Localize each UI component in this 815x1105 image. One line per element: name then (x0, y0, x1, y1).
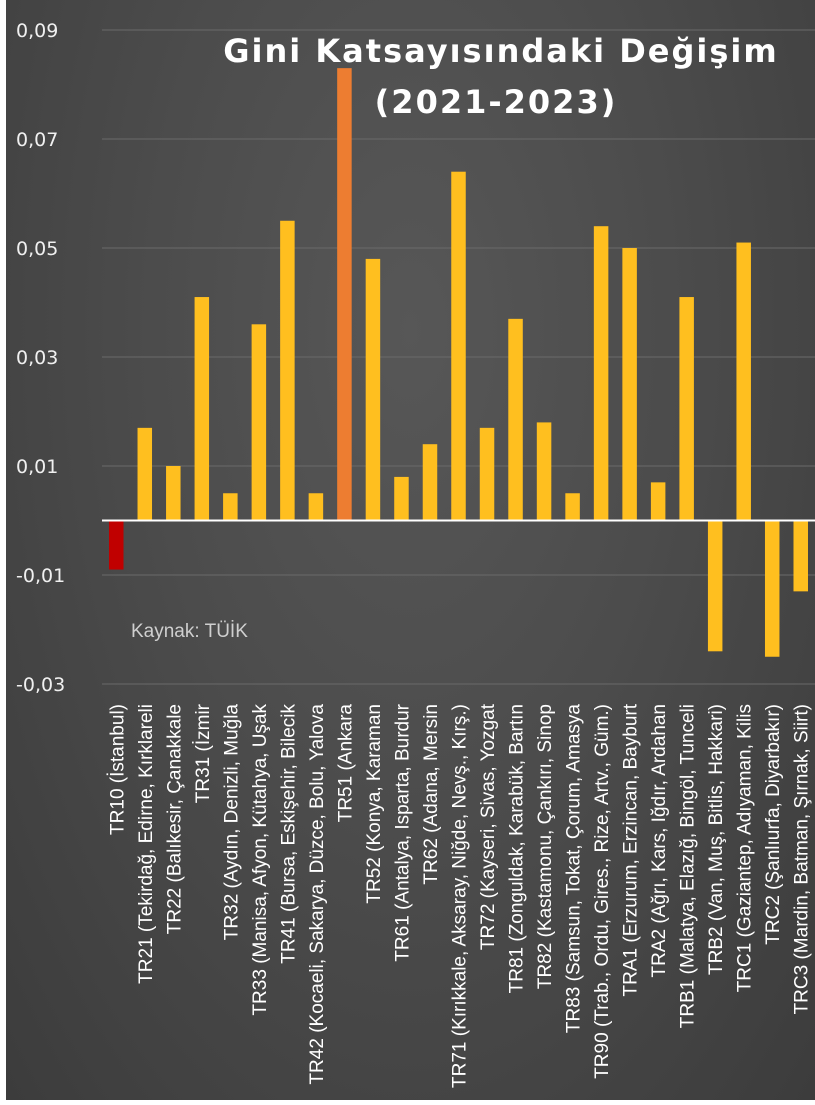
bar (707, 520, 723, 652)
category-label: TR51 (Ankara (335, 704, 356, 823)
bar (109, 520, 124, 570)
bar (137, 427, 153, 521)
category-labels: TR10 (İstanbul) TR21 (Tekirdağ, Edirne, K… (107, 703, 812, 1088)
category-label: TR10 (İstanbul) (107, 704, 128, 835)
category-label: TR33 (Manisa, Afyon, Kütahya, Uşak (250, 704, 271, 1016)
bar (622, 248, 637, 521)
category-label: TR62 (Adana, Mersin (421, 704, 442, 885)
y-tick-label: -0,01 (16, 565, 65, 587)
bar (394, 476, 409, 521)
bar (736, 242, 751, 521)
category-label: TR31 (İzmir (193, 703, 214, 803)
category-label: TRC1 (Gaziantep, Adıyaman, Kilis (735, 704, 756, 992)
bar (194, 297, 210, 521)
category-label: TRB1 (Malatya, Elazığ, Bingöl, Tunceli (678, 704, 699, 1028)
category-label: TR82 (Kastamonu, Çankırı, Sinop (535, 704, 556, 989)
category-label: TRC3 (Mardin, Batman, Şırnak, Siirt) (792, 704, 813, 1014)
chart-title-line2: (2021-2023) (375, 83, 618, 121)
category-label: TR81 (Zonguldak, Karabük, Bartın (507, 704, 528, 993)
bar (337, 68, 352, 521)
source-label: Kaynak: TÜİK (131, 621, 248, 642)
chart-title-line1: Gini Katsayısındaki Değişim (223, 32, 778, 70)
y-tick-label: 0,03 (16, 347, 58, 369)
category-label: TR83 (Samsun, Tokat, Çorum, Amasya (564, 704, 585, 1034)
category-label: TRB2 (Van, Muş, Bitlis, Hakkari) (706, 704, 727, 975)
bar (166, 466, 181, 521)
category-label: TR41 (Bursa, Eskişehir, Bilecik (278, 704, 299, 964)
y-tick-label: 0,05 (16, 238, 58, 260)
y-axis-ticks: 0,09 0,07 0,05 0,03 0,01 -0,01 -0,03 (16, 20, 65, 696)
y-tick-label: 0,09 (16, 20, 58, 42)
gini-bar-chart: 0,09 0,07 0,05 0,03 0,01 -0,01 -0,03 TR10 (İst… (16, 20, 815, 1088)
bar (422, 444, 438, 521)
bar (280, 220, 295, 521)
bar (593, 226, 609, 521)
category-label: TR32 (Aydın, Denizli, Muğla (221, 704, 242, 941)
bar (565, 493, 580, 521)
chart-frame: 0,09 0,07 0,05 0,03 0,01 -0,01 -0,03 TR10 (İst… (6, 0, 815, 1100)
category-label: TR72 (Kayseri, Sivas, Yozgat (478, 703, 499, 950)
category-label: TR90 (Trab., Ordu, Gires., Rize, Artv., … (592, 704, 613, 1079)
bar (223, 493, 238, 521)
bar (536, 422, 552, 521)
bar (764, 520, 780, 657)
y-tick-label: -0,03 (16, 674, 65, 696)
bar (451, 171, 466, 521)
y-tick-label: 0,01 (16, 456, 58, 478)
bar (650, 482, 666, 521)
bar (793, 520, 808, 592)
y-tick-label: 0,07 (16, 129, 58, 151)
bars (109, 68, 808, 657)
bar (508, 318, 523, 521)
category-label: TR22 (Balıkesir, Çanakkale (164, 704, 185, 934)
category-label: TR42 (Kocaeli, Sakarya, Düzce, Bolu, Yal… (307, 704, 328, 1085)
bar (365, 258, 381, 521)
category-label: TRA2 (Ağrı, Kars, Iğdır, Ardahan (649, 704, 670, 978)
bar (679, 297, 694, 521)
category-label: TR71 (Kırıkkale, Aksaray, Niğde, Nevş., … (450, 704, 471, 1088)
bar (251, 324, 267, 521)
category-label: TRA1 (Erzurum, Erzincan, Bayburt (621, 703, 642, 996)
bar (479, 427, 495, 521)
bar (308, 493, 324, 521)
category-label: TR52 (Konya, Karaman (364, 704, 385, 904)
category-label: TR21 (Tekirdağ, Edirne, Kırklareli (136, 704, 157, 984)
category-label: TR61 (Antalya, Isparta, Burdur (392, 703, 413, 961)
category-label: TRC2 (Şanlıurfa, Diyarbakır) (763, 704, 784, 945)
